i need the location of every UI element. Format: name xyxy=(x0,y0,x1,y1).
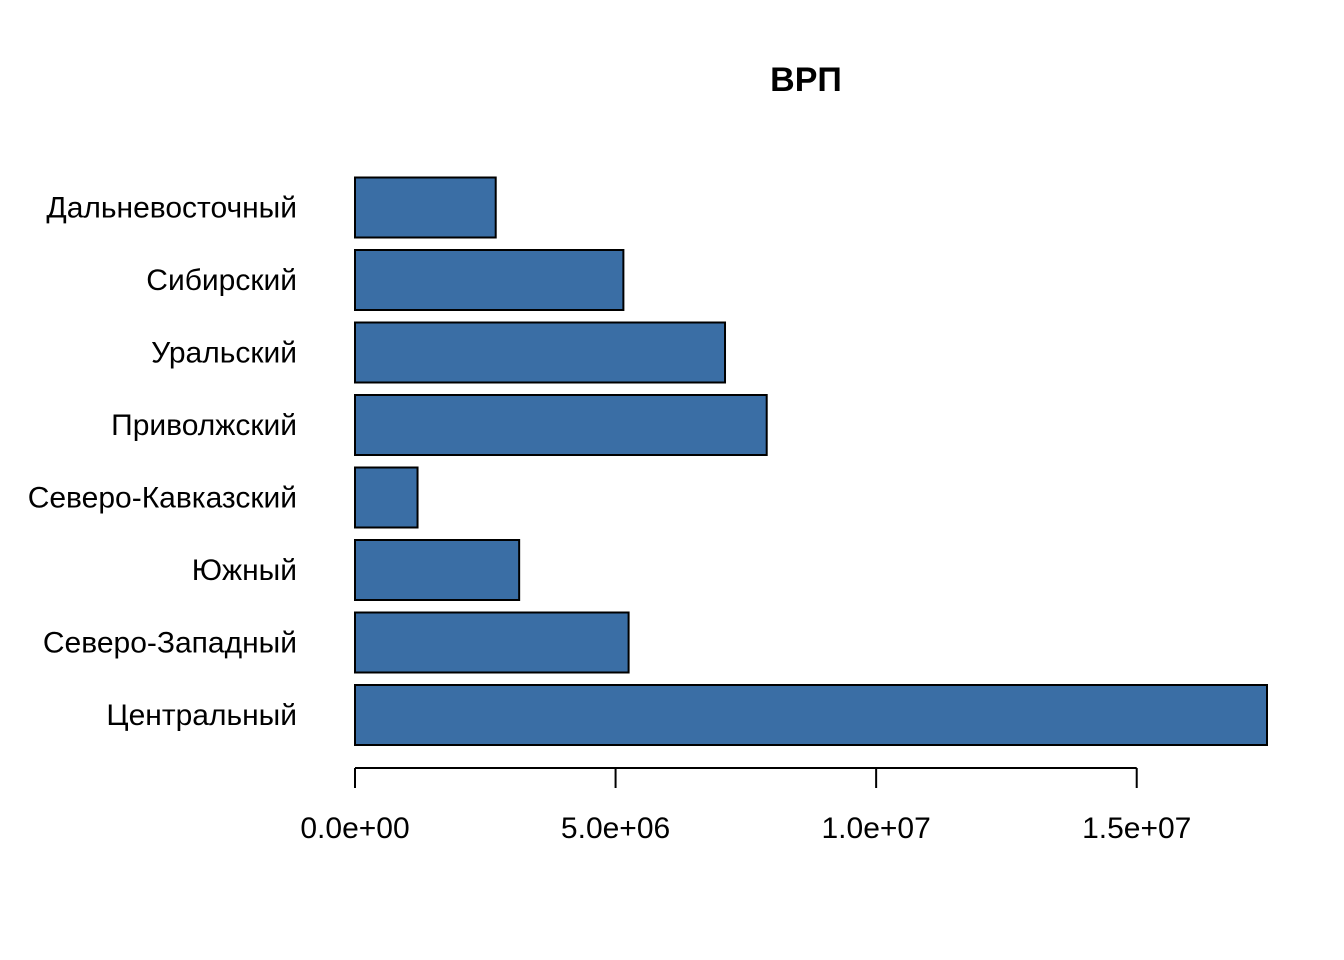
category-label: Центральный xyxy=(106,699,297,732)
category-labels: Центральный Северо-Западный Южный Северо-Ка… xyxy=(28,192,297,733)
category-label: Северо-Западный xyxy=(43,627,297,660)
category-label: Сибирский xyxy=(146,264,297,297)
category-label: Уральский xyxy=(151,337,297,370)
bar xyxy=(354,176,497,239)
category-label: Северо-Кавказский xyxy=(28,482,297,515)
category-label: Приволжский xyxy=(111,409,297,442)
x-tick-label: 0.0e+00 xyxy=(300,812,409,845)
bar xyxy=(354,611,630,674)
x-tick-label: 1.0e+07 xyxy=(822,812,931,845)
x-axis: 0.0e+00 5.0e+06 1.0e+07 1.5e+07 xyxy=(300,767,1191,845)
bars-group xyxy=(354,176,1268,746)
bar xyxy=(354,249,625,311)
bar xyxy=(354,684,1268,746)
bar xyxy=(354,539,521,601)
x-tick-label: 1.5e+07 xyxy=(1082,812,1191,845)
bar xyxy=(354,466,419,529)
category-label: Южный xyxy=(192,554,297,587)
bar xyxy=(354,394,768,456)
chart-title: ВРП xyxy=(770,61,842,99)
category-label: Дальневосточный xyxy=(46,192,297,225)
x-tick-label: 5.0e+06 xyxy=(561,812,670,845)
bar xyxy=(354,321,727,384)
